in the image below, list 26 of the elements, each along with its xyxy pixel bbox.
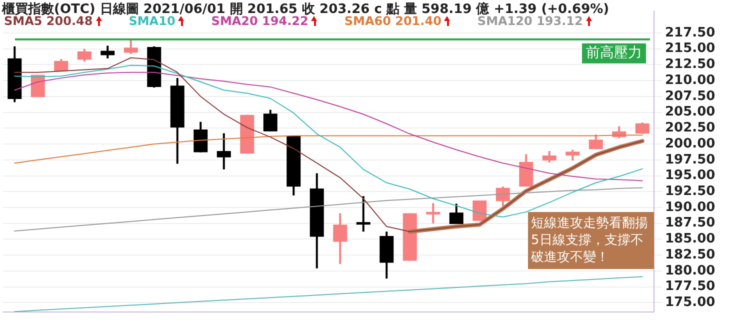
y-tick-label: 182.50 bbox=[665, 247, 716, 262]
text: SMA60 201.40 bbox=[344, 14, 442, 28]
text: SMA20 194.22 bbox=[211, 14, 308, 28]
y-tick-label: 207.50 bbox=[665, 88, 716, 104]
y-tick-label: 212.50 bbox=[665, 57, 716, 72]
y-tick-label: 200.00 bbox=[665, 136, 716, 152]
y-tick-label: 190.00 bbox=[665, 200, 716, 215]
y-tick-label: 175.00 bbox=[665, 295, 716, 310]
y-tick-label: 205.00 bbox=[665, 104, 716, 120]
text: SMA10 bbox=[128, 14, 176, 28]
y-tick-label: 215.00 bbox=[665, 41, 716, 56]
y-tick-label: 197.50 bbox=[665, 152, 716, 168]
y-tick-label: 177.50 bbox=[665, 279, 716, 294]
y-tick-label: 180.00 bbox=[665, 263, 716, 278]
chart-title: 櫃買指數(OTC) 日線圖 2021/06/01 開 201.65 收 203.26 c 點 量 598.19 億 +1.39 (+0.69%) bbox=[2, 0, 610, 17]
y-tick-label: 195.00 bbox=[665, 168, 716, 184]
y-tick-label: 185.00 bbox=[665, 232, 716, 247]
text: SMA120 193.12 bbox=[477, 14, 583, 28]
y-tick-label: 210.00 bbox=[665, 72, 716, 88]
annotation: 短線進攻走勢看翻揚5日線支撐，支撐不破進攻不變！ bbox=[528, 212, 654, 269]
y-tick-label: 192.50 bbox=[665, 184, 716, 200]
y-tick-label: 187.50 bbox=[665, 216, 716, 231]
y-tick-label: 217.50 bbox=[665, 25, 716, 40]
text: SMA5 200.48 bbox=[4, 14, 93, 28]
y-tick-label: 202.50 bbox=[665, 120, 716, 136]
ref-line-label: 前高壓力 bbox=[586, 44, 642, 61]
